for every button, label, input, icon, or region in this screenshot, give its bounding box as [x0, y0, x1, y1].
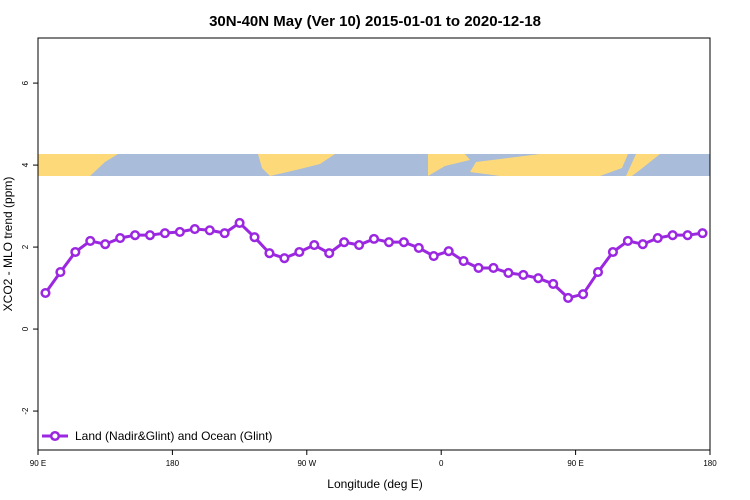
point: [204, 225, 215, 236]
point: [548, 278, 559, 290]
point: [264, 248, 275, 259]
y-tick-label: 0: [21, 326, 30, 331]
point: [324, 248, 335, 259]
point: [637, 239, 648, 250]
point: [533, 273, 544, 284]
point: [697, 228, 708, 239]
point: [294, 246, 305, 258]
point: [174, 226, 185, 237]
x-axis-label: Longitude (deg E): [327, 477, 422, 491]
x-tick-label: 90 E: [30, 459, 46, 468]
point: [339, 237, 350, 248]
x-tick-label: 90 E: [567, 459, 583, 468]
map-strip: [38, 154, 710, 176]
y-axis-label: XCO2 - MLO trend (ppm): [1, 177, 15, 312]
point: [413, 242, 424, 253]
point: [70, 246, 81, 258]
point: [682, 230, 693, 241]
point: [592, 267, 604, 278]
point: [398, 237, 409, 248]
legend-marker: [49, 430, 61, 442]
legend-label: Land (Nadir&Glint) and Ocean (Glint): [75, 429, 272, 443]
point: [383, 237, 394, 248]
point: [368, 233, 380, 244]
point: [503, 267, 514, 278]
point: [578, 289, 589, 300]
point: [607, 246, 618, 258]
point: [488, 262, 499, 274]
y-tick-label: -2: [21, 407, 30, 415]
point: [219, 228, 230, 239]
point: [100, 239, 111, 250]
point: [55, 267, 66, 278]
point: [622, 235, 633, 246]
x-tick-label: 180: [703, 459, 717, 468]
point: [473, 262, 484, 274]
point: [354, 239, 365, 251]
point: [309, 239, 320, 251]
point: [652, 233, 663, 244]
point: [144, 230, 156, 241]
point: [189, 223, 200, 235]
point: [563, 292, 574, 303]
x-tick-label: 0: [439, 459, 444, 468]
point: [279, 253, 290, 264]
point: [443, 246, 454, 257]
point: [40, 287, 51, 299]
point: [458, 255, 469, 267]
y-tick-label: 4: [21, 162, 30, 167]
point: [159, 228, 170, 239]
point: [85, 235, 96, 246]
y-tick-label: 6: [21, 80, 30, 85]
x-tick-label: 180: [166, 459, 180, 468]
point: [667, 230, 678, 241]
point: [518, 269, 529, 281]
point: [428, 251, 439, 262]
plot-frame: [37, 37, 711, 451]
point: [130, 230, 141, 241]
point: [249, 232, 260, 243]
point: [234, 217, 245, 228]
point: [115, 233, 126, 244]
y-tick-label: 2: [21, 244, 30, 249]
chart-title: 30N-40N May (Ver 10) 2015-01-01 to 2020-…: [209, 13, 541, 30]
x-tick-label: 90 W: [297, 459, 316, 468]
